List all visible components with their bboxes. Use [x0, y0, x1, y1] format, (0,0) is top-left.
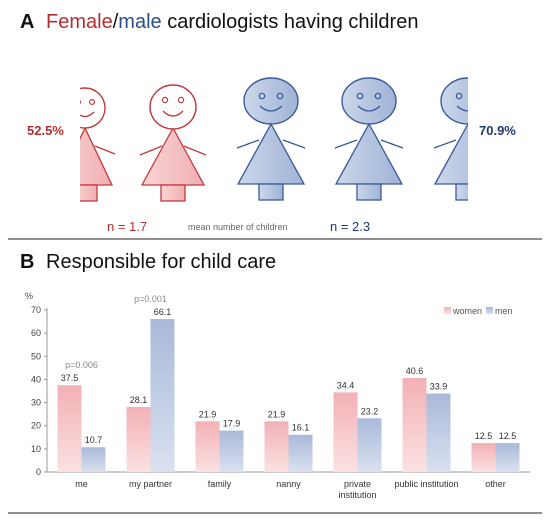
- male-figure-icon: [236, 77, 306, 201]
- bar-women: [333, 392, 358, 472]
- male-figure-icon: [334, 77, 404, 201]
- legend-swatch-men: [486, 307, 493, 314]
- legend-label-men: men: [495, 306, 513, 316]
- bar-men: [150, 319, 175, 472]
- chart-legend: women men: [444, 306, 513, 316]
- p-value-label: p=0.001: [134, 294, 167, 304]
- panel-a-letter: A: [20, 11, 34, 33]
- panel-a-title: A Female/male cardiologists having child…: [20, 11, 418, 33]
- bar-value-label: 40.6: [406, 366, 424, 376]
- y-tick-label: 20: [31, 421, 41, 431]
- y-tick-label: 50: [31, 351, 41, 361]
- legend-swatch-women: [444, 307, 451, 314]
- panel-b-letter: B: [20, 251, 34, 273]
- bar-value-label: 34.4: [337, 380, 355, 390]
- bar-men: [495, 443, 520, 472]
- bar-women: [195, 421, 220, 472]
- bar-women: [264, 421, 289, 472]
- y-tick-label: 30: [31, 398, 41, 408]
- p-value-label: p=0.006: [65, 360, 98, 370]
- bar-men: [288, 434, 313, 472]
- bar-women: [57, 385, 82, 472]
- female-figure-icon: [80, 87, 116, 202]
- y-tick-label: 10: [31, 444, 41, 454]
- bar-men: [426, 393, 451, 472]
- y-tick-label: 0: [36, 467, 41, 477]
- bar-value-label: 12.5: [499, 431, 517, 441]
- female-figure-icon: [139, 84, 207, 202]
- bar-value-label: 16.1: [292, 423, 310, 433]
- x-category-label: nanny: [276, 479, 301, 489]
- x-category-label: me: [75, 479, 88, 489]
- legend-label-women: women: [452, 306, 482, 316]
- bar-value-label: 10.7: [85, 435, 103, 445]
- title-female: Female: [46, 11, 113, 33]
- bar-women: [126, 406, 151, 472]
- y-tick-label: 60: [31, 328, 41, 338]
- male-percentage: 70.9%: [479, 123, 516, 138]
- x-category-label: my partner: [129, 479, 172, 489]
- bar-value-label: 37.5: [61, 373, 79, 383]
- y-axis-unit: %: [25, 291, 33, 301]
- title-rest: cardiologists having children: [162, 11, 419, 33]
- bar-value-label: 28.1: [130, 395, 148, 405]
- title-slash: /: [113, 11, 119, 33]
- bar-value-label: 12.5: [475, 431, 493, 441]
- bar-value-label: 23.2: [361, 406, 379, 416]
- bar-value-label: 17.9: [223, 419, 241, 429]
- x-category-label: family: [208, 479, 232, 489]
- bar-men: [81, 447, 106, 472]
- bar-value-label: 21.9: [199, 409, 217, 419]
- bar-value-label: 66.1: [154, 307, 172, 317]
- x-category-label: public institution: [394, 479, 458, 489]
- x-category-label: other: [485, 479, 506, 489]
- bar-men: [357, 418, 382, 472]
- female-mean-children: n = 1.7: [107, 219, 147, 234]
- bar-men: [219, 430, 244, 472]
- x-category-label: private: [344, 479, 371, 489]
- mean-children-caption: mean number of children: [188, 222, 288, 232]
- y-tick-label: 70: [31, 305, 41, 315]
- panel-b-title-text: Responsible for child care: [46, 251, 276, 273]
- title-male: male: [118, 11, 161, 33]
- male-figure-icon: [433, 77, 468, 201]
- bar-women: [402, 378, 427, 472]
- bar-value-label: 33.9: [430, 382, 448, 392]
- bar-chart: 0 10 20 30 40 50 60 70 37.5 10.7 p=0.006 me 28.1 66.1…: [31, 294, 530, 500]
- panel-b-title: B Responsible for child care: [20, 251, 276, 273]
- female-percentage: 52.5%: [27, 123, 64, 138]
- x-category-label: institution: [338, 490, 376, 500]
- bar-value-label: 21.9: [268, 409, 286, 419]
- male-mean-children: n = 2.3: [330, 219, 370, 234]
- y-tick-label: 40: [31, 374, 41, 384]
- bar-women: [471, 443, 496, 472]
